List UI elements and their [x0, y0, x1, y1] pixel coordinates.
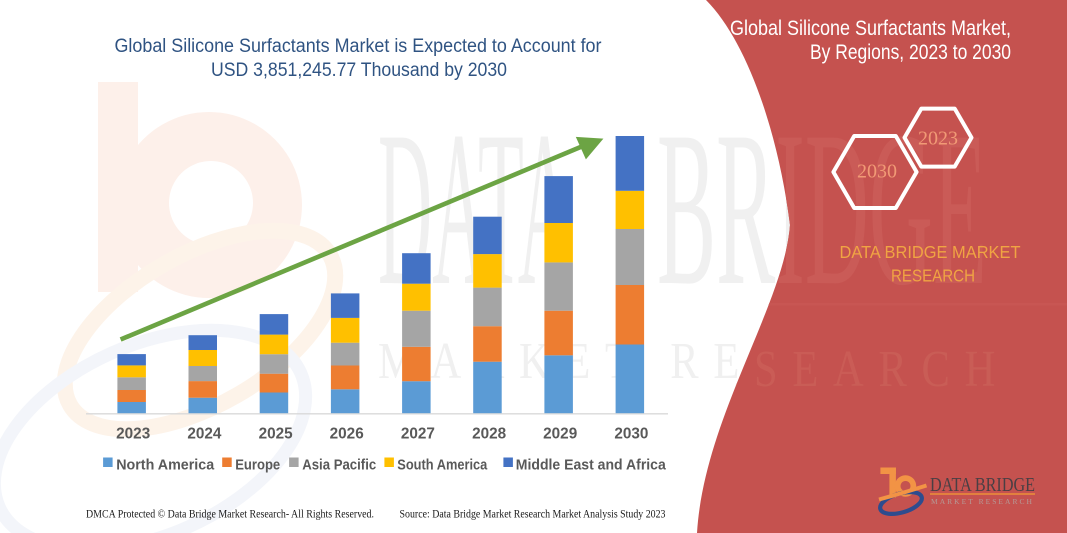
svg-text:2023: 2023: [116, 426, 150, 443]
svg-text:Source: Data Bridge Market Res: Source: Data Bridge Market Research Mark…: [400, 507, 666, 521]
svg-text:Global Silicone Surfactants Ma: Global Silicone Surfactants Market is Ex…: [115, 36, 603, 57]
svg-text:South America: South America: [397, 457, 488, 473]
svg-text:2030: 2030: [857, 161, 897, 183]
svg-text:2023: 2023: [918, 128, 958, 150]
svg-text:DATA BRIDGE MARKET: DATA BRIDGE MARKET: [840, 242, 1021, 262]
svg-text:Global Silicone Surfactants Ma: Global Silicone Surfactants Market,: [730, 17, 1011, 40]
svg-text:USD 3,851,245.77 Thousand by 2: USD 3,851,245.77 Thousand by 2030: [211, 60, 507, 81]
svg-text:Middle East and Africa: Middle East and Africa: [516, 457, 667, 473]
svg-text:Asia Pacific: Asia Pacific: [302, 457, 376, 473]
svg-text:Europe: Europe: [235, 457, 280, 473]
svg-text:North America: North America: [116, 457, 215, 473]
svg-text:2027: 2027: [401, 426, 435, 443]
svg-text:2026: 2026: [330, 426, 364, 443]
svg-text:2030: 2030: [614, 426, 648, 443]
svg-text:MARKET RESEARCH: MARKET RESEARCH: [931, 497, 1034, 506]
svg-text:2024: 2024: [187, 426, 222, 443]
svg-text:2025: 2025: [259, 426, 294, 443]
svg-text:RESEARCH: RESEARCH: [891, 266, 975, 286]
svg-text:2029: 2029: [543, 426, 577, 443]
svg-text:2028: 2028: [472, 426, 507, 443]
svg-text:DATA BRIDGE: DATA BRIDGE: [930, 474, 1035, 496]
svg-text:By Regions, 2023 to 2030: By Regions, 2023 to 2030: [810, 41, 1011, 64]
svg-text:DMCA Protected © Data Bridge M: DMCA Protected © Data Bridge Market Rese…: [86, 507, 374, 521]
